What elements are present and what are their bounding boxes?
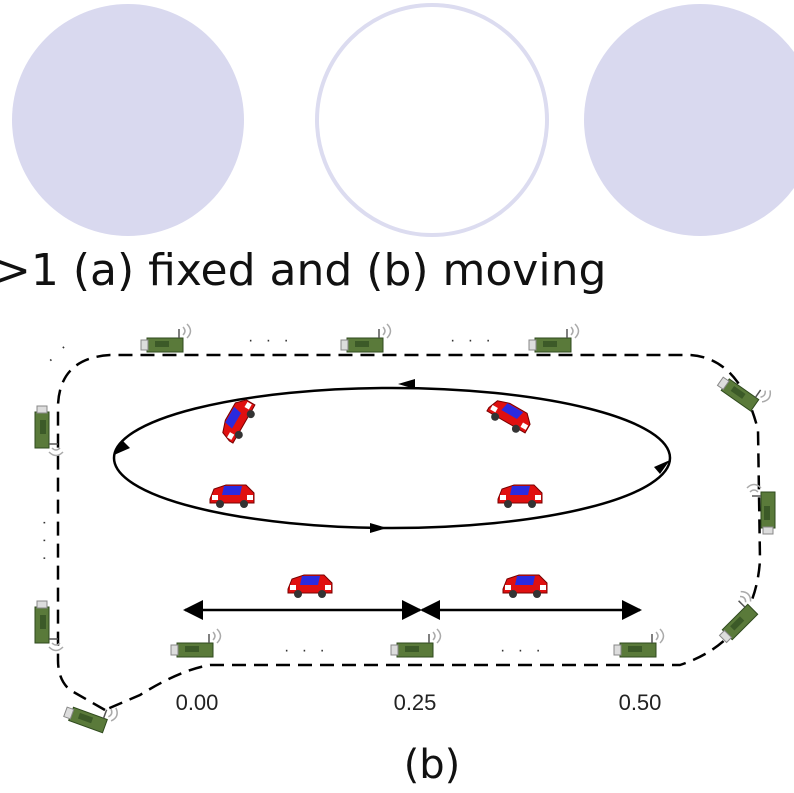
ellipsis: · · ·: [36, 520, 53, 565]
ellipsis: · · ·: [500, 642, 545, 659]
ellipsis: · · ·: [284, 642, 329, 659]
ellipsis: · · ·: [248, 332, 293, 349]
loop-track: [114, 388, 670, 528]
caption: (b): [404, 742, 461, 788]
ellipsis: · · ·: [450, 332, 495, 349]
position-label: 0.50: [619, 690, 662, 715]
arrow-head: [370, 523, 387, 533]
deco-circle: [12, 4, 244, 236]
ellipsis: · ·: [43, 337, 74, 368]
position-label: 0.25: [394, 690, 437, 715]
deco-circle: [584, 4, 794, 236]
cars: [210, 395, 547, 598]
deco-circle: [317, 5, 547, 235]
slide: >1 (a) fixed and (b) moving · · · · · · …: [0, 0, 794, 793]
title: >1 (a) fixed and (b) moving: [0, 245, 606, 296]
position-label: 0.00: [176, 690, 219, 715]
